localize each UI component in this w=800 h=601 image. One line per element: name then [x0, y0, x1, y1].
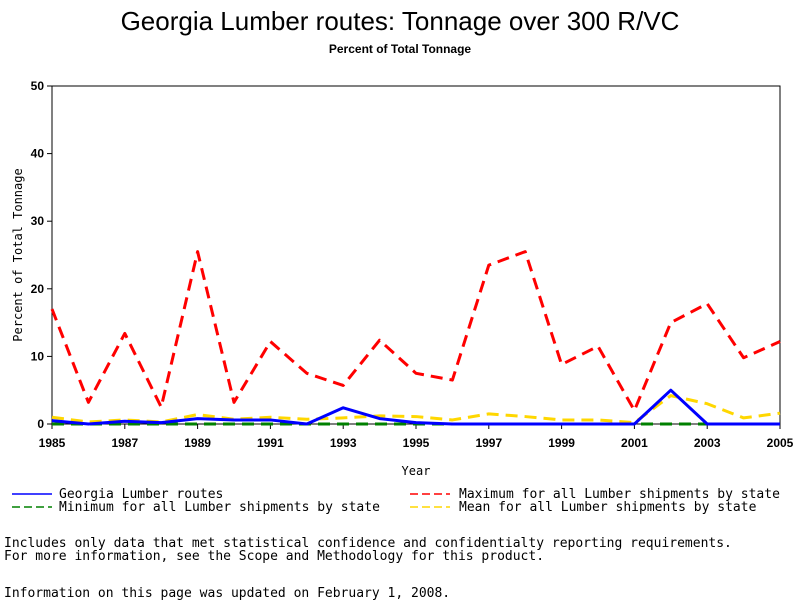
x-tick-label: 1997: [475, 436, 502, 450]
x-tick-label: 2001: [621, 436, 648, 450]
series-lines: [50, 250, 781, 426]
x-tick-label: 2003: [694, 436, 721, 450]
series-line-1: [50, 250, 781, 412]
y-tick-label: 20: [31, 282, 45, 296]
legend: Georgia Lumber routes Maximum for all Lum…: [12, 487, 780, 515]
legend-label-3: Mean for all Lumber shipments by state: [459, 500, 757, 515]
chart-subtitle: Percent of Total Tonnage: [328, 42, 472, 56]
x-axis-label: Year: [402, 464, 431, 478]
y-tick-label: 50: [31, 79, 45, 93]
y-tick-label: 40: [31, 147, 45, 161]
y-axis-ticks: 0 10 20 30 40 50: [31, 79, 52, 431]
x-tick-label: 1991: [257, 436, 284, 450]
note-methodology: For more information, see the Scope and …: [4, 549, 545, 564]
x-tick-label: 1999: [548, 436, 575, 450]
y-axis-label: Percent of Total Tonnage: [11, 168, 25, 341]
x-axis-ticks: 1985 1987 1989 1991 1993 1995 1997 1999 2001 2003…: [39, 424, 794, 450]
y-tick-label: 0: [37, 417, 44, 431]
x-tick-label: 2005: [767, 436, 794, 450]
x-tick-label: 1989: [184, 436, 211, 450]
legend-label-0: Georgia Lumber routes: [59, 487, 223, 502]
x-tick-label: 1995: [403, 436, 430, 450]
legend-label-1: Maximum for all Lumber shipments by stat…: [459, 487, 780, 502]
chart-canvas: 0 10 20 30 40 50 1985 1987 1989 1991 1993 1995 1997…: [11, 79, 794, 515]
y-tick-label: 10: [31, 349, 45, 363]
y-tick-label: 30: [31, 214, 45, 228]
x-tick-label: 1993: [330, 436, 357, 450]
series-line-3: [51, 394, 781, 425]
x-tick-label: 1987: [111, 436, 138, 450]
chart-title: Georgia Lumber routes: Tonnage over 300 …: [120, 6, 680, 36]
series-line-0: [51, 388, 780, 426]
legend-label-2: Minimum for all Lumber shipments by stat…: [59, 500, 380, 515]
note-confidentiality: Includes only data that met statistical …: [4, 536, 732, 551]
x-tick-label: 1985: [39, 436, 66, 450]
note-updated: Information on this page was updated on …: [4, 586, 451, 601]
